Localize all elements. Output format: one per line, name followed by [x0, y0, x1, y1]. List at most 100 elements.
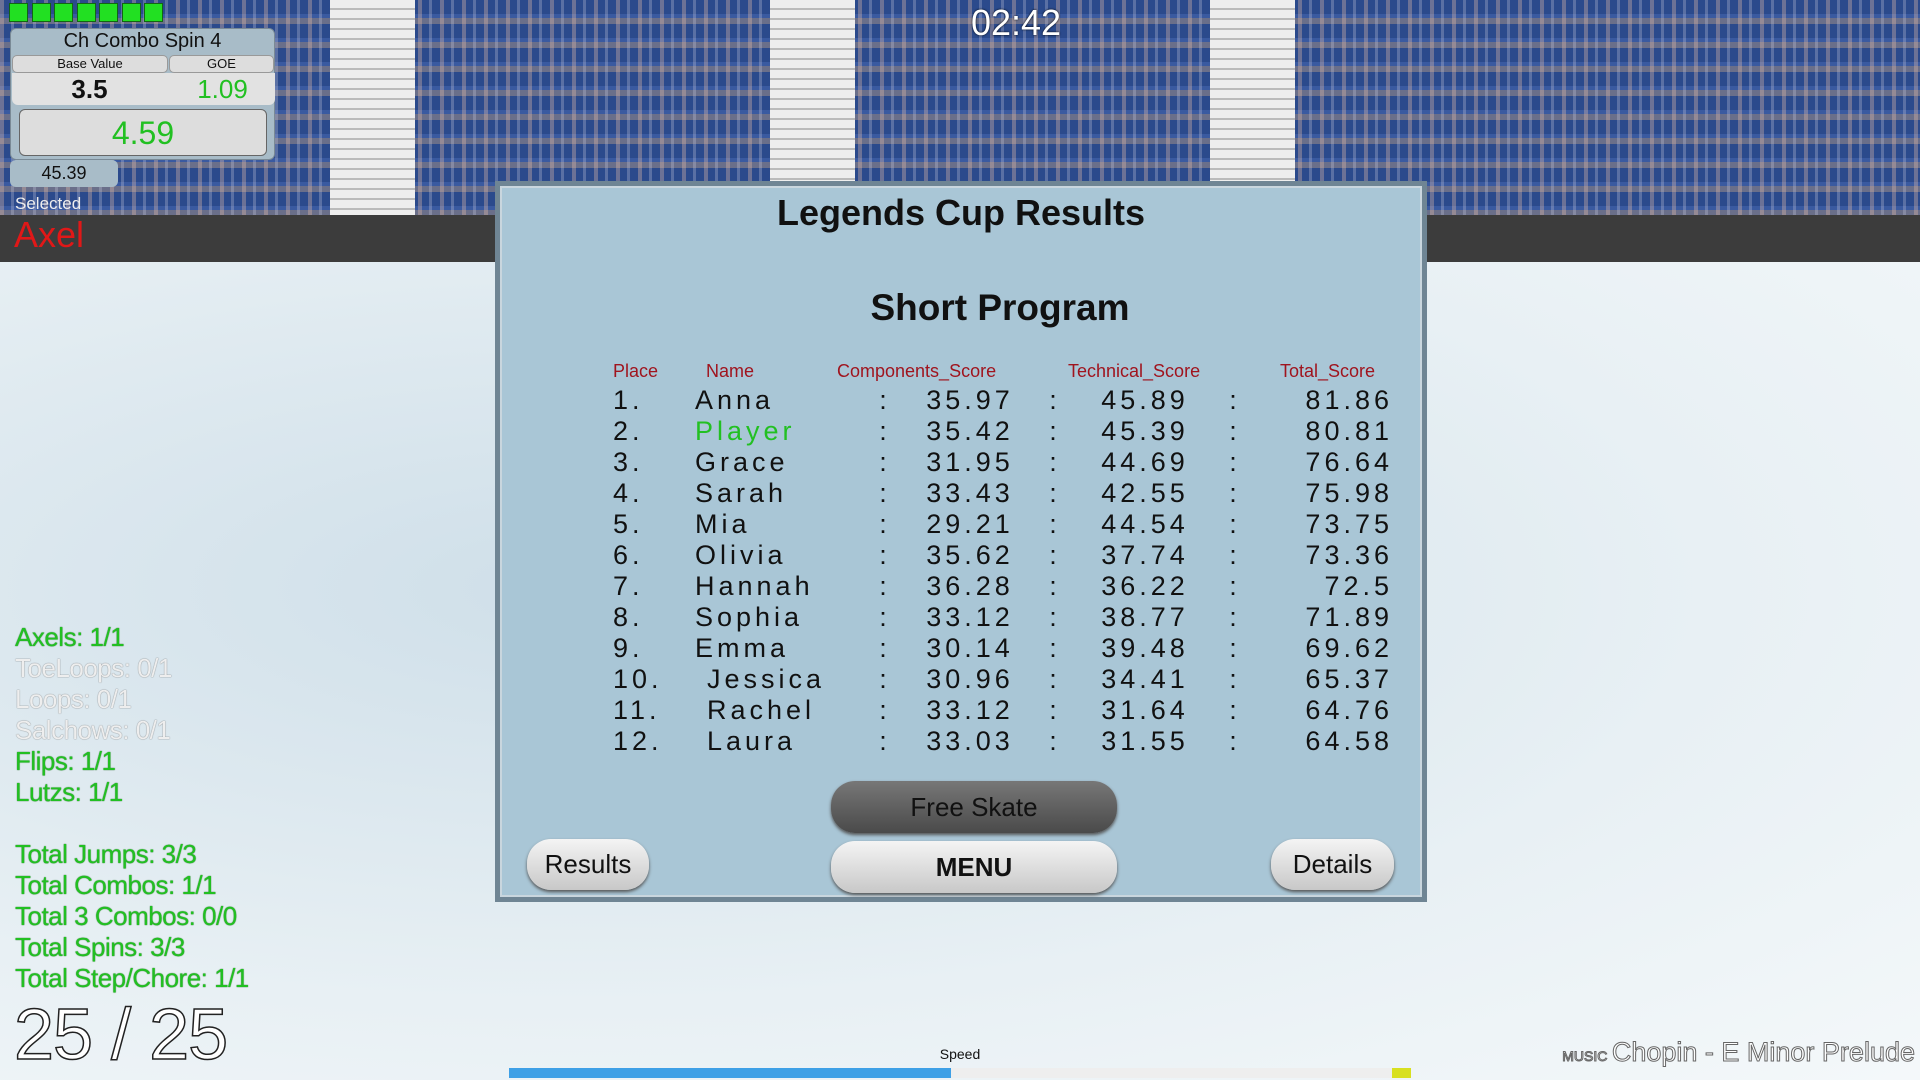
health-segment [121, 3, 141, 22]
row-total: 81.86 [1305, 385, 1393, 415]
row-components: 33.03 [926, 726, 1014, 756]
separator: : [1229, 664, 1241, 694]
separator: : [1049, 633, 1061, 663]
separator: : [879, 695, 891, 725]
separator: : [1229, 509, 1241, 539]
table-row: 7. Hannah: 36.28: 36.22: 72.5 [613, 571, 1393, 602]
program-title: Short Program [870, 287, 1130, 328]
separator: : [1229, 602, 1241, 632]
row-technical: 39.48 [1101, 633, 1189, 663]
row-place: 8. [613, 602, 644, 632]
separator: : [1049, 385, 1061, 415]
total-stat: Total Combos: 1/1 [15, 870, 217, 900]
row-technical: 44.69 [1101, 447, 1189, 477]
stairs [1210, 0, 1295, 215]
table-row: 8. Sophia: 33.12: 38.77: 71.89 [613, 602, 1393, 633]
speed-target-marker [1392, 1068, 1411, 1078]
row-place: 11. [613, 695, 661, 725]
music-title: Chopin - E Minor Prelude [1611, 1037, 1915, 1068]
separator: : [1049, 509, 1061, 539]
table-row: 9. Emma: 30.14: 39.48: 69.62 [613, 633, 1393, 664]
header-total: Total_Score [1280, 361, 1376, 381]
total-stat: Total Spins: 3/3 [15, 932, 185, 962]
row-components: 36.28 [926, 571, 1014, 601]
row-name: Sarah [695, 478, 788, 508]
row-components: 30.14 [926, 633, 1014, 663]
timer: 02:42 [970, 2, 1062, 43]
row-total: 64.58 [1305, 726, 1393, 756]
separator: : [1229, 478, 1241, 508]
jump-stat: Axels: 1/1 [15, 622, 125, 652]
table-row: 4. Sarah: 33.43: 42.55: 75.98 [613, 478, 1393, 509]
row-name: Mia [695, 509, 751, 539]
row-name: Emma [695, 633, 790, 663]
row-total: 71.89 [1305, 602, 1393, 632]
row-technical: 31.64 [1101, 695, 1189, 725]
row-components: 29.21 [926, 509, 1014, 539]
separator: : [879, 726, 891, 756]
separator: : [1229, 447, 1241, 477]
health-bar [0, 0, 170, 26]
row-components: 33.12 [926, 695, 1014, 725]
header-technical: Technical_Score [1068, 361, 1201, 381]
row-name: Olivia [695, 540, 787, 570]
free-skate-button[interactable]: Free Skate [831, 781, 1117, 833]
total-stat: Total Jumps: 3/3 [15, 839, 197, 869]
music-label: MUSIC [1562, 1048, 1608, 1065]
element-score-box: Ch Combo Spin 4 Base Value GOE 3.5 1.09 … [10, 28, 275, 160]
base-value: 3.5 [71, 74, 108, 104]
table-row: 2. Player: 35.42: 45.39: 80.81 [613, 416, 1393, 447]
row-components: 35.97 [926, 385, 1014, 415]
row-technical: 45.89 [1101, 385, 1189, 415]
jump-stat: Salchows: 0/1 [15, 715, 171, 745]
separator: : [879, 478, 891, 508]
table-row: 10. Jessica: 30.96: 34.41: 65.37 [613, 664, 1393, 695]
separator: : [1229, 571, 1241, 601]
separator: : [1049, 726, 1061, 756]
element-name: Ch Combo Spin 4 [63, 30, 222, 52]
row-name: Grace [695, 447, 789, 477]
total-stat: Total Step/Chore: 1/1 [15, 963, 249, 993]
health-segment [9, 3, 28, 22]
speed-bar [509, 1068, 1411, 1078]
element-total: 4.59 [19, 109, 267, 156]
row-total: 73.75 [1305, 509, 1393, 539]
header-place: Place [613, 361, 659, 381]
row-name: Jessica [707, 664, 826, 694]
row-place: 5. [613, 509, 644, 539]
health-segment [31, 3, 51, 22]
table-row: 11. Rachel: 33.12: 31.64: 64.76 [613, 695, 1393, 726]
results-title: Legends Cup Results [776, 192, 1146, 233]
separator: : [1229, 695, 1241, 725]
stairs [770, 0, 855, 215]
row-total: 73.36 [1305, 540, 1393, 570]
separator: : [1229, 726, 1241, 756]
results-button[interactable]: Results [527, 839, 649, 890]
row-technical: 37.74 [1101, 540, 1189, 570]
separator: : [879, 602, 891, 632]
row-place: 2. [613, 416, 644, 446]
health-segment [144, 3, 163, 22]
row-total: 69.62 [1305, 633, 1393, 663]
details-button[interactable]: Details [1271, 839, 1394, 890]
header-components: Components_Score [837, 361, 997, 381]
separator: : [879, 664, 891, 694]
row-place: 1. [613, 385, 644, 415]
separator: : [879, 385, 891, 415]
separator: : [1229, 385, 1241, 415]
jump-stat: ToeLoops: 0/1 [15, 653, 172, 683]
separator: : [879, 571, 891, 601]
menu-button[interactable]: MENU [831, 841, 1117, 893]
jump-stat: Flips: 1/1 [15, 746, 116, 776]
row-components: 33.12 [926, 602, 1014, 632]
stairs [330, 0, 415, 215]
row-place: 6. [613, 540, 644, 570]
header-name: Name [706, 361, 755, 381]
table-row: 3. Grace: 31.95: 44.69: 76.64 [613, 447, 1393, 478]
row-technical: 38.77 [1101, 602, 1189, 632]
separator: : [879, 416, 891, 446]
selected-label: Selected [15, 194, 82, 213]
row-total: 80.81 [1305, 416, 1393, 446]
row-total: 65.37 [1305, 664, 1393, 694]
separator: : [1049, 416, 1061, 446]
